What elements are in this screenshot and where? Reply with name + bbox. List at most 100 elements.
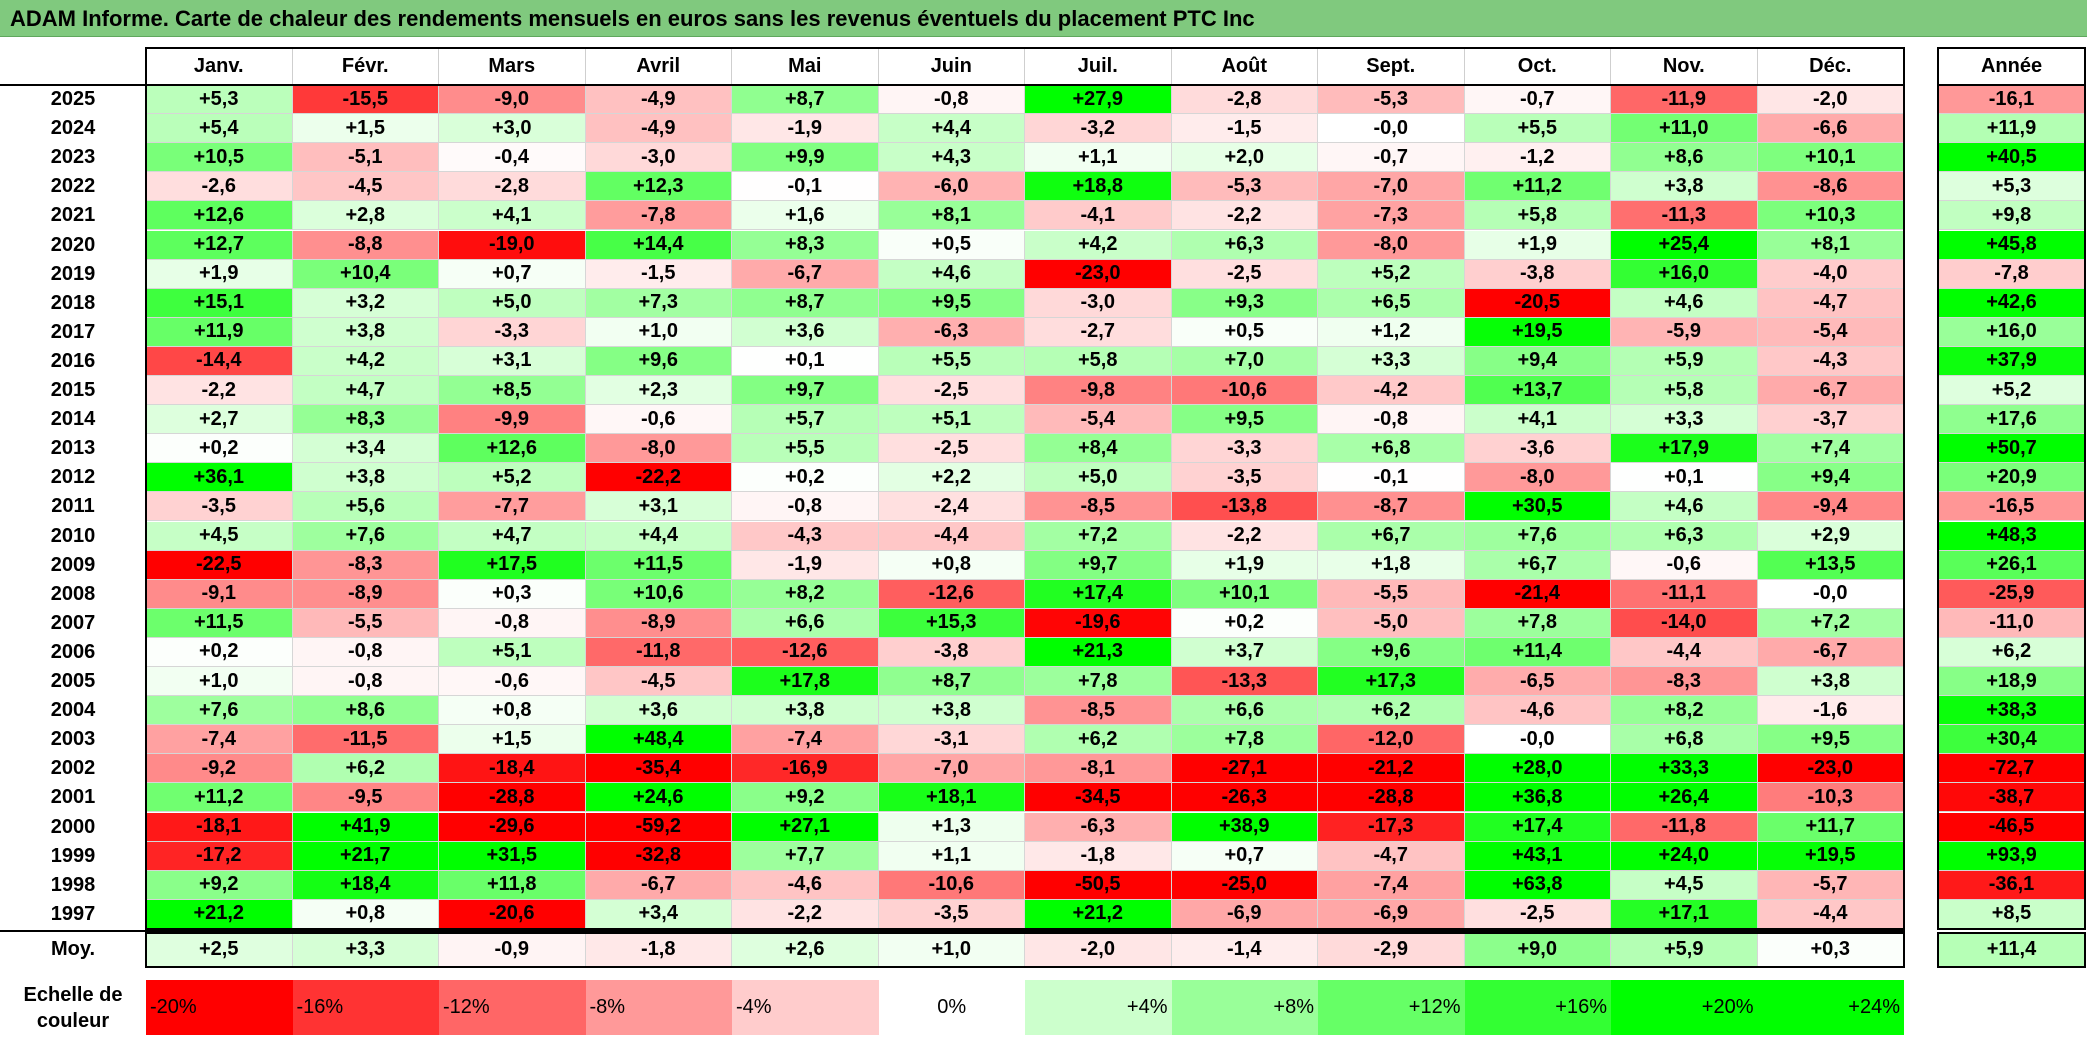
annual-cell: +38,3 (1938, 696, 2086, 726)
heatmap-cell: -2,5 (1171, 259, 1318, 289)
heatmap-cell: -2,5 (1464, 899, 1611, 929)
heatmap-cell: -6,7 (1757, 637, 1904, 667)
heatmap-cell: +0,7 (1171, 841, 1318, 871)
heatmap-cell: +7,7 (732, 841, 879, 871)
heatmap-cell: +10,1 (1171, 579, 1318, 609)
heatmap-cell: +3,8 (292, 317, 439, 347)
heatmap-cell: +8,7 (878, 667, 1025, 697)
heatmap-cell: -7,0 (878, 754, 1025, 784)
heatmap-cell: +8,2 (1611, 696, 1758, 726)
year-label: 2002 (50, 757, 96, 780)
annual-cell: +17,6 (1938, 405, 2086, 435)
heatmap-cell: -7,4 (146, 725, 293, 755)
heatmap-cell: -5,3 (1171, 172, 1318, 202)
heatmap-cell: +6,2 (292, 754, 439, 784)
annual-cell: -16,1 (1938, 85, 2086, 115)
annual-cell: -25,9 (1938, 579, 2086, 609)
heatmap-cell: +17,8 (732, 667, 879, 697)
heatmap-cell: +2,8 (292, 201, 439, 231)
heatmap-cell: -5,4 (1757, 317, 1904, 347)
heatmap-cell: -0,7 (1318, 143, 1465, 173)
heatmap-cell: +5,4 (146, 114, 293, 144)
heatmap-cell: -0,8 (292, 637, 439, 667)
heatmap-cell: +0,5 (878, 230, 1025, 260)
heatmap-cell: +11,2 (146, 783, 293, 813)
heatmap-cell: -8,1 (1025, 754, 1172, 784)
year-label: 2020 (50, 233, 96, 256)
heatmap-cell: -11,3 (1611, 201, 1758, 231)
heatmap-cell: -8,0 (1318, 230, 1465, 260)
heatmap-cell: -5,5 (292, 608, 439, 638)
heatmap-cell: +9,7 (1025, 550, 1172, 580)
annual-cell: +16,0 (1938, 317, 2086, 347)
heatmap-cell: +3,6 (732, 317, 879, 347)
heatmap-cell: +10,6 (585, 579, 732, 609)
heatmap-cell: +1,9 (1171, 550, 1318, 580)
month-header: Avril (586, 48, 732, 84)
month-header: Sept. (1318, 48, 1465, 84)
heatmap-cell: +11,9 (146, 317, 293, 347)
heatmap-cell: +31,5 (439, 841, 586, 871)
heatmap-cell: -6,5 (1464, 667, 1611, 697)
year-label: 1999 (50, 844, 96, 867)
heatmap-cell: -4,9 (585, 85, 732, 115)
color-scale-swatch: -12% (439, 980, 586, 1035)
heatmap-cell: -3,0 (1025, 288, 1172, 318)
heatmap-cell: +9,5 (1171, 405, 1318, 435)
heatmap-cell: -9,5 (292, 783, 439, 813)
heatmap-cell: -32,8 (585, 841, 732, 871)
heatmap-cell: +1,0 (585, 317, 732, 347)
heatmap-cell: -28,8 (1318, 783, 1465, 813)
heatmap-cell: -0,0 (1318, 114, 1465, 144)
annual-cell: -46,5 (1938, 812, 2086, 842)
heatmap-cell: +0,2 (732, 463, 879, 493)
heatmap-cell: +13,7 (1464, 376, 1611, 406)
heatmap-cell: -12,6 (732, 637, 879, 667)
heatmap-cell: +12,6 (146, 201, 293, 231)
heatmap-cell: -22,2 (585, 463, 732, 493)
heatmap-cell: +3,8 (732, 696, 879, 726)
heatmap-cell: +26,4 (1611, 783, 1758, 813)
year-label: 1997 (50, 902, 96, 925)
heatmap-cell: +4,6 (1611, 288, 1758, 318)
heatmap-cell: +5,8 (1611, 376, 1758, 406)
annual-cell: +93,9 (1938, 841, 2086, 871)
heatmap-cell: +4,2 (1025, 230, 1172, 260)
annual-cell: +26,1 (1938, 550, 2086, 580)
heatmap-cell: -59,2 (585, 812, 732, 842)
heatmap-cell: +1,8 (1318, 550, 1465, 580)
heatmap-cell: +0,8 (878, 550, 1025, 580)
heatmap-cell: +5,8 (1025, 346, 1172, 376)
heatmap-cell: -4,7 (1757, 288, 1904, 318)
heatmap-cell: +11,2 (1464, 172, 1611, 202)
heatmap-cell: -1,2 (1464, 143, 1611, 173)
heatmap-cell: +9,9 (732, 143, 879, 173)
heatmap-cell: -10,6 (1171, 376, 1318, 406)
annual-cell: -72,7 (1938, 754, 2086, 784)
heatmap-cell: +6,3 (1611, 521, 1758, 551)
heatmap-cell: -5,0 (1318, 608, 1465, 638)
year-label: 2022 (50, 175, 96, 198)
annual-cell: +40,5 (1938, 143, 2086, 173)
heatmap-cell: -28,8 (439, 783, 586, 813)
heatmap-cell: +4,6 (1611, 492, 1758, 522)
annual-cell: +5,3 (1938, 172, 2086, 202)
heatmap-cell: -7,4 (732, 725, 879, 755)
heatmap-cell: +7,0 (1171, 346, 1318, 376)
heatmap-cell: +4,1 (439, 201, 586, 231)
heatmap-cell: +36,1 (146, 463, 293, 493)
heatmap-cell: -12,0 (1318, 725, 1465, 755)
heatmap-cell: -23,0 (1025, 259, 1172, 289)
heatmap-cell: +10,3 (1757, 201, 1904, 231)
heatmap-cell: +10,4 (292, 259, 439, 289)
heatmap-cell: -3,1 (878, 725, 1025, 755)
heatmap-cell: +7,6 (292, 521, 439, 551)
annual-cell: +5,2 (1938, 376, 2086, 406)
heatmap-cell: +6,7 (1318, 521, 1465, 551)
year-label: 2013 (50, 437, 96, 460)
heatmap-cell: -2,7 (1025, 317, 1172, 347)
heatmap-cell: -35,4 (585, 754, 732, 784)
heatmap-cell: -18,4 (439, 754, 586, 784)
heatmap-cell: -2,6 (146, 172, 293, 202)
heatmap-cell: +5,1 (878, 405, 1025, 435)
